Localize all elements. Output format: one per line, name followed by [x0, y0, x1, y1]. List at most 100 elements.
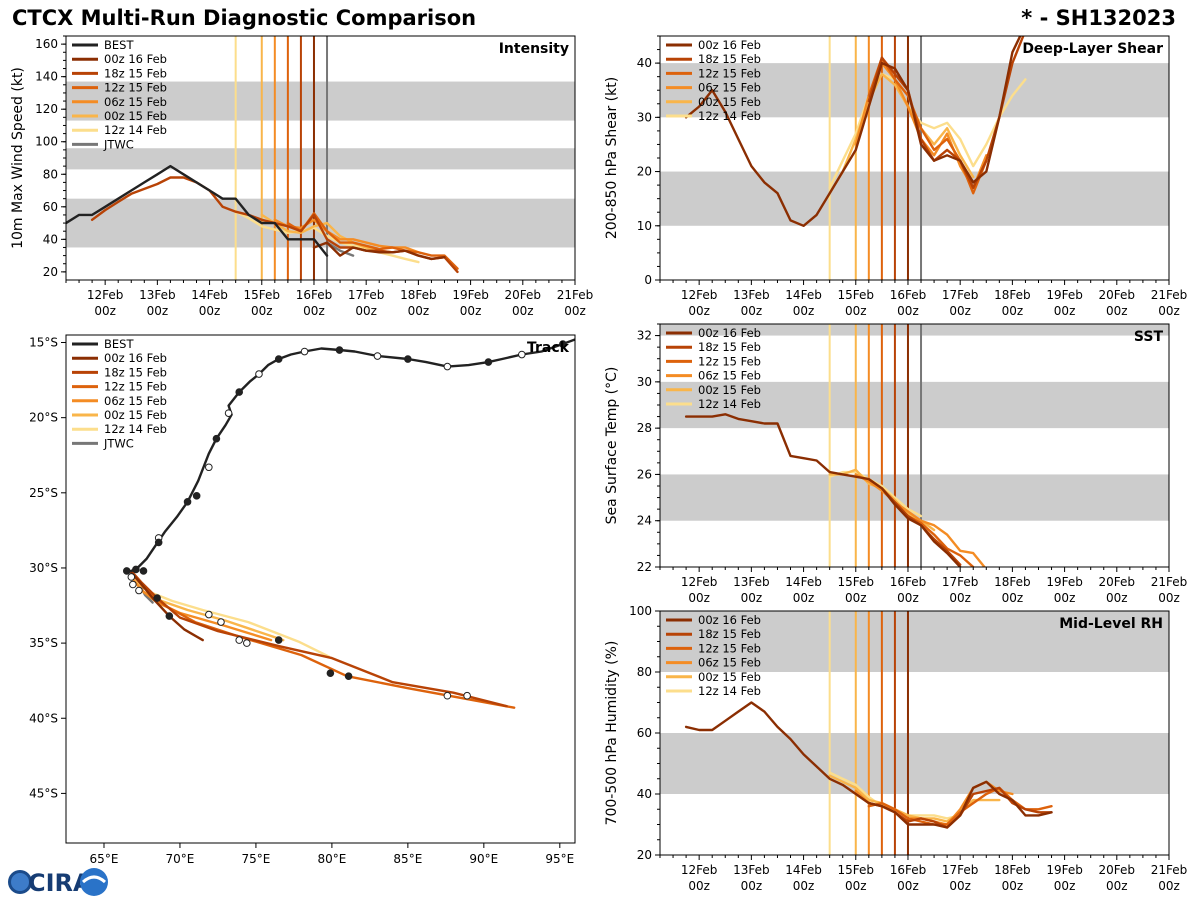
shaded-band [66, 148, 575, 170]
track-point-marker [559, 340, 567, 348]
legend-entry: 18z 15 Feb [104, 66, 167, 80]
x-tick-label: 14Feb [785, 863, 822, 877]
y-tick-label: 22 [637, 560, 652, 574]
y-tick-label: 25°S [29, 486, 58, 500]
track-point-marker [127, 573, 136, 581]
track-point-marker [443, 691, 452, 700]
x-tick-label: 16Feb [296, 288, 333, 302]
track-point-marker [373, 352, 382, 360]
track-point-marker [443, 362, 452, 371]
x-tick-label: 00z [94, 304, 116, 318]
x-tick-label: 00z [949, 304, 971, 318]
x-tick-label: 20Feb [1099, 288, 1136, 302]
y-tick-label: 40 [637, 787, 652, 801]
x-tick-label: 00z [949, 591, 971, 605]
legend-entry: JTWC [103, 436, 134, 450]
x-tick-label: 12Feb [681, 863, 718, 877]
x-tick-label: 00z [1002, 879, 1024, 893]
y-tick-label: 160 [35, 37, 58, 51]
plot-area-track [122, 338, 575, 709]
axes-frame [65, 334, 576, 844]
shaded-band [660, 611, 1169, 672]
x-tick-label: 00z [897, 304, 919, 318]
legend-entry: BEST [104, 38, 134, 52]
x-tick-label: 00z [1054, 879, 1076, 893]
y-tick-label: 24 [637, 514, 652, 528]
legend-entry: 12z 14 Feb [104, 422, 167, 436]
y-tick-label: 30°S [29, 561, 58, 575]
track-point-marker [192, 492, 201, 500]
x-tick-label: 00z [199, 304, 221, 318]
x-tick-label: 00z [741, 591, 763, 605]
track-point-marker [274, 355, 283, 363]
x-tick-label: 00z [793, 304, 815, 318]
series-00z-15-feb [828, 774, 1001, 823]
track-point-marker [518, 350, 526, 359]
x-tick-label: 00z [1158, 879, 1180, 893]
legend-entry: 12z 15 Feb [698, 641, 761, 655]
series-00z-16-feb [684, 413, 962, 567]
x-tick-label: 20Feb [1099, 575, 1136, 589]
x-tick-label: 00z [303, 304, 325, 318]
legend-entry: 00z 16 Feb [104, 52, 167, 66]
x-tick-label: 17Feb [942, 575, 979, 589]
series-12z-14-feb [828, 72, 1027, 190]
x-tick-label: 00z [1158, 591, 1180, 605]
panel-shear: 0 10 20 30 40 12Feb 00z 13Feb 00z 14Feb 00z 15Feb 00… [604, 35, 1188, 318]
x-tick-label: 18Feb [994, 575, 1031, 589]
track-point-marker [404, 355, 412, 363]
cira-logo: CIRA [4, 866, 108, 898]
y-axis-label: Sea Surface Temp (°C) [604, 367, 620, 525]
x-tick-label: 00z [1002, 304, 1024, 318]
track-point-marker [129, 580, 137, 589]
x-tick-label: 00z [688, 879, 710, 893]
y-tick-label: 0 [644, 273, 652, 287]
y-tick-label: 40°S [29, 711, 58, 725]
x-tick-label: 20Feb [505, 288, 542, 302]
x-tick-label: 21Feb [1151, 288, 1188, 302]
x-tick-label: 00z [1106, 879, 1128, 893]
x-tick-label: 13Feb [733, 288, 770, 302]
x-tick-label: 00z [147, 304, 169, 318]
y-tick-label: 120 [35, 102, 58, 116]
legend-entry: 06z 15 Feb [104, 95, 167, 109]
x-tick-label: 17Feb [348, 288, 385, 302]
track-point-marker [205, 463, 213, 472]
panel-intensity: 20 40 60 80 100 120 140 160 12Feb 00z 13Feb 00z 14Fe… [10, 35, 594, 318]
y-tick-label: 40 [637, 56, 652, 70]
x-tick-label: 00z [897, 879, 919, 893]
x-tick-label: 00z [355, 304, 377, 318]
y-axis-label: 10m Max Wind Speed (kt) [10, 67, 26, 249]
track-point-marker [255, 370, 263, 378]
x-tick-label: 00z [1002, 591, 1024, 605]
track-point-marker [122, 567, 131, 575]
plot-area-sst [660, 324, 1169, 567]
x-tick-label: 00z [1054, 304, 1076, 318]
x-tick-label: 75°E [241, 852, 270, 866]
x-tick-label: 12Feb [681, 575, 718, 589]
x-tick-label: 80°E [317, 852, 346, 866]
series-best [130, 338, 575, 573]
y-tick-label: 20 [637, 165, 652, 179]
y-tick-label: 28 [637, 421, 652, 435]
x-tick-label: 00z [1158, 304, 1180, 318]
track-point-marker [217, 618, 225, 626]
track-point-marker [139, 567, 148, 575]
legend-entry: 12z 15 Feb [104, 81, 167, 95]
legend-entry: 00z 16 Feb [698, 38, 761, 52]
panel-rh: 20 40 60 80 100 12Feb 00z 13Feb 00z 14Feb 00z 15Feb… [604, 604, 1187, 893]
legend-entry: BEST [104, 337, 134, 351]
figure-title: CTCX Multi-Run Diagnostic Comparison [12, 6, 477, 30]
x-tick-label: 00z [897, 591, 919, 605]
x-tick-label: 00z [793, 591, 815, 605]
series-00z-15-feb [260, 213, 394, 254]
panel-title: Deep-Layer Shear [1022, 41, 1163, 57]
x-tick-label: 13Feb [733, 863, 770, 877]
x-tick-label: 14Feb [785, 288, 822, 302]
x-tick-label: 21Feb [557, 288, 594, 302]
series-00z-16-feb [684, 701, 1053, 829]
legend-entry: 12z 15 Feb [698, 66, 761, 80]
